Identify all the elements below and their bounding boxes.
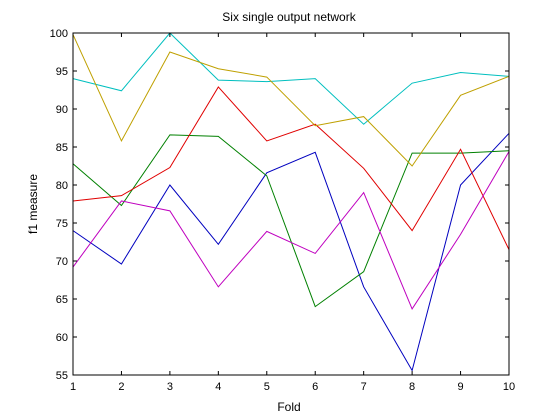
- series-line-1: [72, 132, 510, 372]
- y-tick-label: 85: [56, 142, 68, 154]
- series-line-5: [72, 151, 510, 310]
- y-tick-label: 60: [56, 332, 68, 344]
- x-axis-label: Fold: [277, 400, 300, 414]
- x-tick-label: 8: [409, 381, 415, 393]
- series-line-3: [72, 86, 510, 250]
- y-tick-label: 55: [56, 370, 68, 382]
- y-axis-ticks: 55 60 65 70 75 80 85 90 95 100: [50, 28, 509, 382]
- y-tick-label: 65: [56, 294, 68, 306]
- x-tick-label: 2: [118, 381, 124, 393]
- y-axis-label: f1 measure: [26, 174, 40, 234]
- series-line-2: [72, 134, 510, 308]
- y-tick-label: 80: [56, 180, 68, 192]
- series-line-4: [72, 32, 510, 125]
- series-line-6: [72, 34, 510, 167]
- x-tick-label: 10: [503, 381, 515, 393]
- plot-area: [73, 33, 509, 375]
- axes-frame: [72, 32, 510, 376]
- y-tick-label: 95: [56, 66, 68, 78]
- x-tick-label: 5: [264, 381, 270, 393]
- y-tick-label: 90: [56, 104, 68, 116]
- x-tick-label: 1: [70, 381, 76, 393]
- x-tick-label: 7: [361, 381, 367, 393]
- x-axis-ticks: 1 2 3 4 5 6 7 8 9 10: [70, 33, 515, 393]
- x-tick-label: 9: [457, 381, 463, 393]
- chart-title: Six single output network: [222, 10, 356, 24]
- series-layer: [72, 32, 510, 372]
- y-tick-label: 70: [56, 256, 68, 268]
- x-tick-label: 4: [215, 381, 221, 393]
- x-tick-label: 6: [312, 381, 318, 393]
- y-tick-label: 75: [56, 218, 68, 230]
- x-tick-label: 3: [167, 381, 173, 393]
- y-tick-label: 100: [50, 28, 68, 40]
